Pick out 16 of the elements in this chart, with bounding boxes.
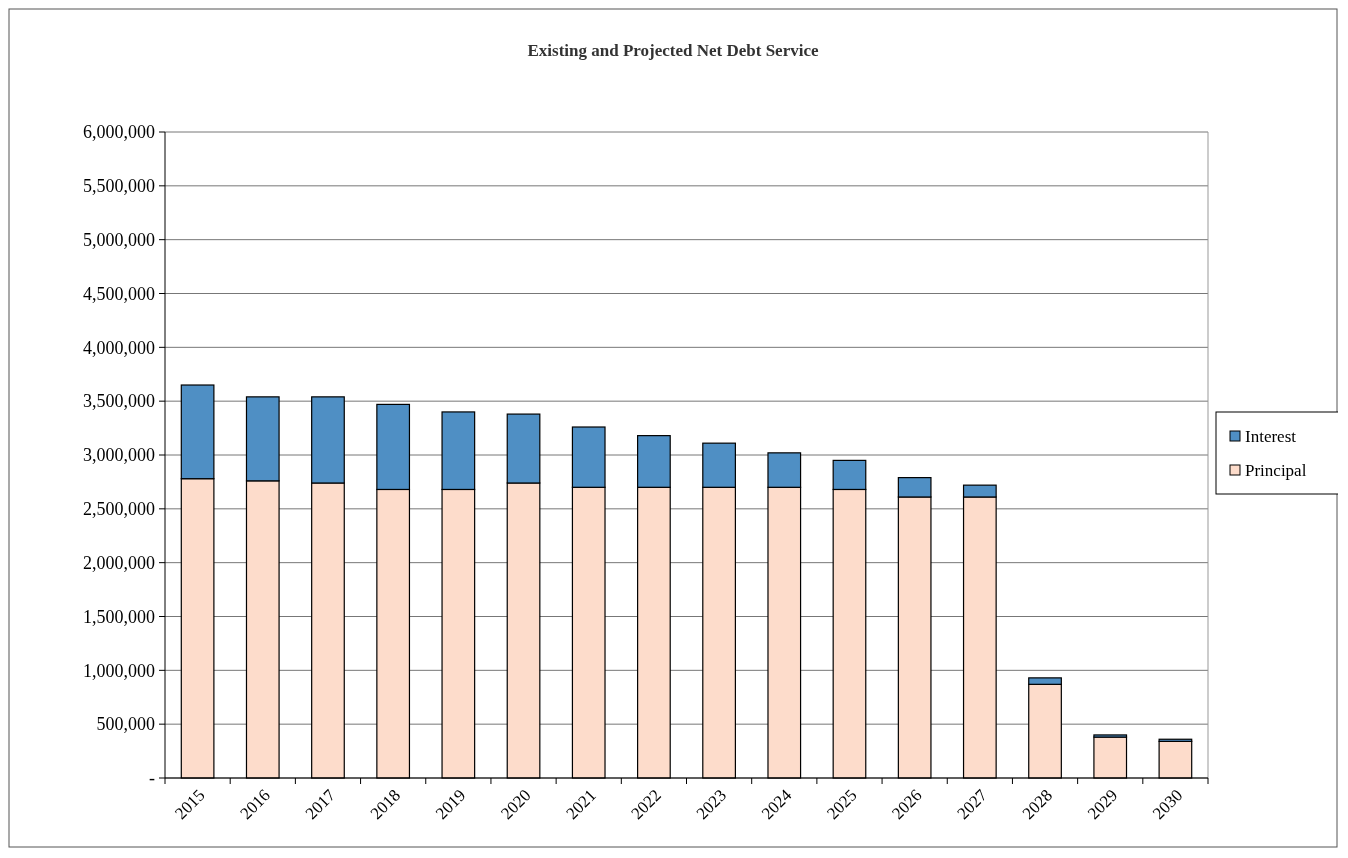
y-tick-label: 4,500,000	[83, 283, 155, 304]
y-tick-label: 500,000	[96, 714, 155, 735]
y-tick-label: 3,000,000	[83, 445, 155, 466]
legend-label: Principal	[1245, 460, 1307, 480]
y-tick-label: 5,000,000	[83, 229, 155, 250]
chart-title: Existing and Projected Net Debt Service	[527, 41, 819, 60]
y-tick-label: 1,500,000	[83, 606, 155, 627]
y-tick-label: 2,500,000	[83, 499, 155, 520]
y-tick-label: 4,000,000	[83, 337, 155, 358]
y-tick-label: 5,500,000	[83, 176, 155, 197]
legend-label: Interest	[1245, 426, 1297, 446]
y-tick-label: 3,500,000	[83, 391, 155, 412]
y-tick-label: 6,000,000	[83, 122, 155, 143]
y-tick-label: 1,000,000	[83, 660, 155, 681]
y-tick-label: -	[149, 768, 155, 789]
y-tick-label: 2,000,000	[83, 552, 155, 573]
